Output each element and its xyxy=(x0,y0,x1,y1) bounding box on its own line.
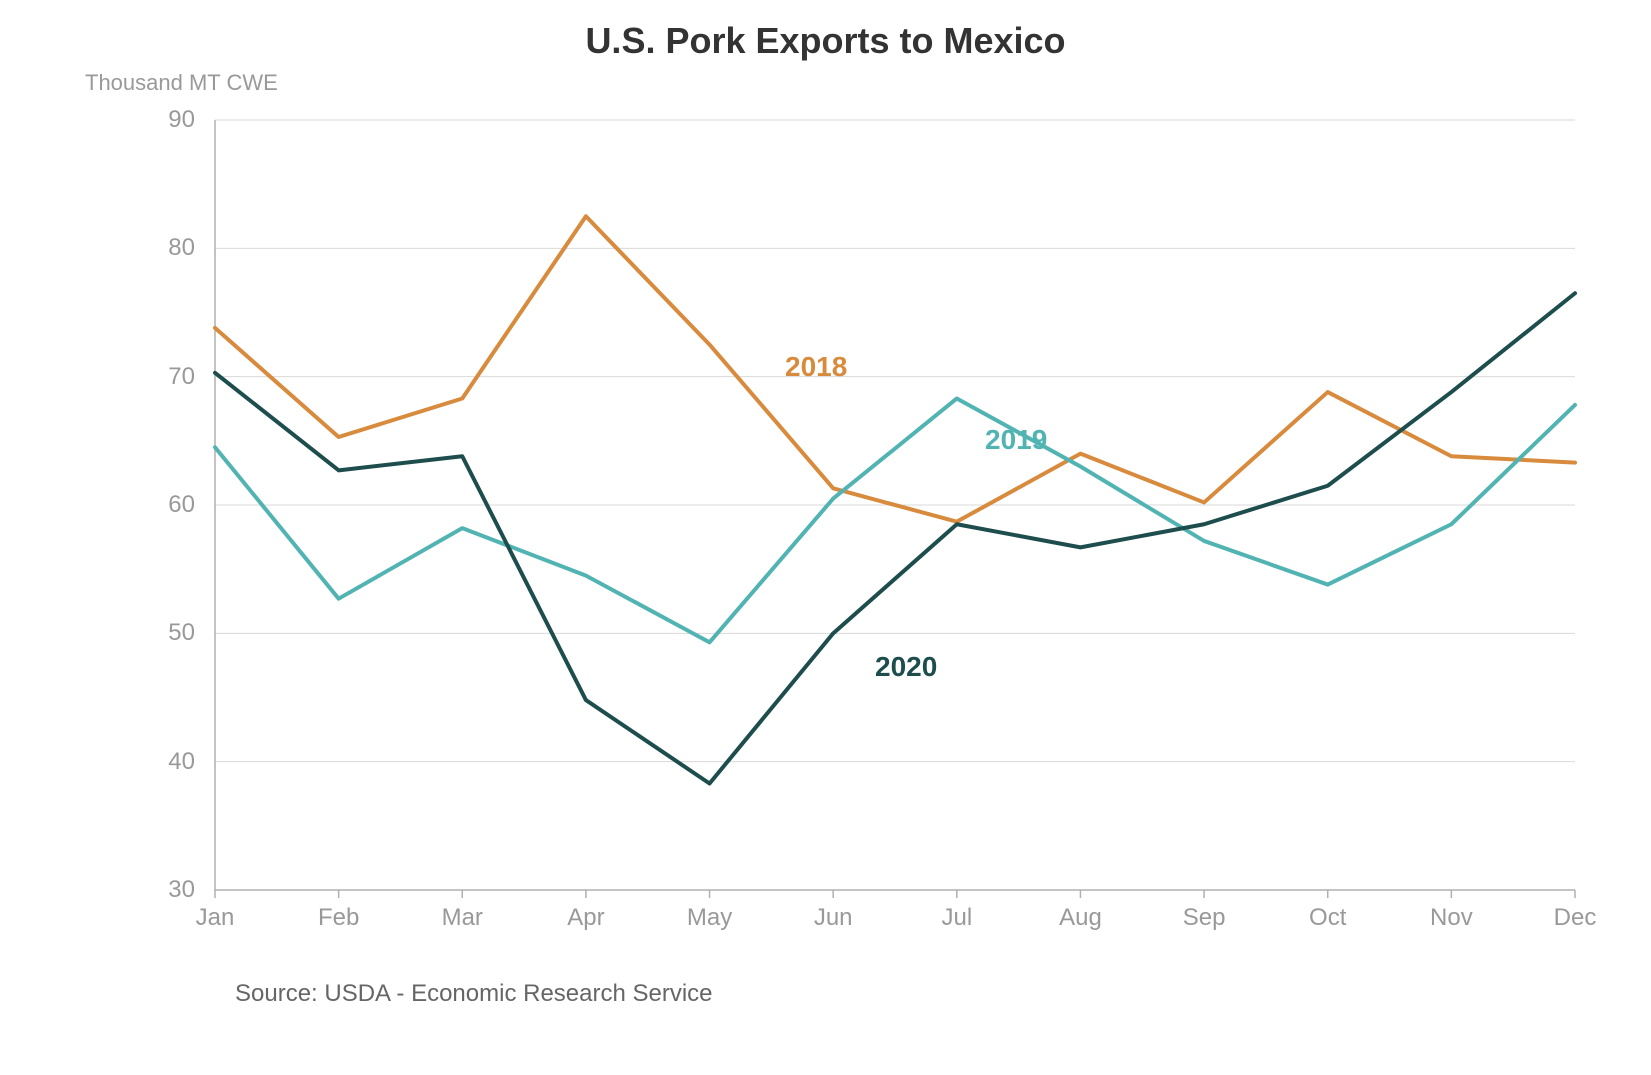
plot-area xyxy=(215,120,1575,890)
y-tick-label: 80 xyxy=(145,234,195,262)
y-tick-label: 30 xyxy=(145,876,195,904)
chart-title: U.S. Pork Exports to Mexico xyxy=(0,20,1651,62)
y-tick-label: 50 xyxy=(145,619,195,647)
x-tick-label: Dec xyxy=(1535,904,1615,932)
series-label-2019: 2019 xyxy=(985,424,1047,456)
x-tick-label: Feb xyxy=(299,904,379,932)
x-tick-label: Aug xyxy=(1040,904,1120,932)
x-tick-label: Nov xyxy=(1411,904,1491,932)
x-tick-label: Jan xyxy=(175,904,255,932)
y-tick-label: 70 xyxy=(145,363,195,391)
series-line-2019 xyxy=(215,398,1575,642)
series-label-2018: 2018 xyxy=(785,351,847,383)
series-line-2018 xyxy=(215,216,1575,521)
x-tick-label: Oct xyxy=(1288,904,1368,932)
x-tick-label: May xyxy=(670,904,750,932)
x-tick-label: Jun xyxy=(793,904,873,932)
y-tick-label: 60 xyxy=(145,491,195,519)
chart-container: U.S. Pork Exports to Mexico Thousand MT … xyxy=(0,0,1651,1075)
y-axis-title: Thousand MT CWE xyxy=(85,70,278,96)
x-tick-label: Mar xyxy=(422,904,502,932)
series-line-2020 xyxy=(215,293,1575,783)
x-tick-label: Sep xyxy=(1164,904,1244,932)
y-tick-label: 90 xyxy=(145,106,195,134)
source-text: Source: USDA - Economic Research Service xyxy=(235,980,713,1008)
y-tick-label: 40 xyxy=(145,748,195,776)
x-tick-label: Apr xyxy=(546,904,626,932)
series-label-2020: 2020 xyxy=(875,651,937,683)
plot-svg xyxy=(215,120,1575,890)
x-tick-label: Jul xyxy=(917,904,997,932)
